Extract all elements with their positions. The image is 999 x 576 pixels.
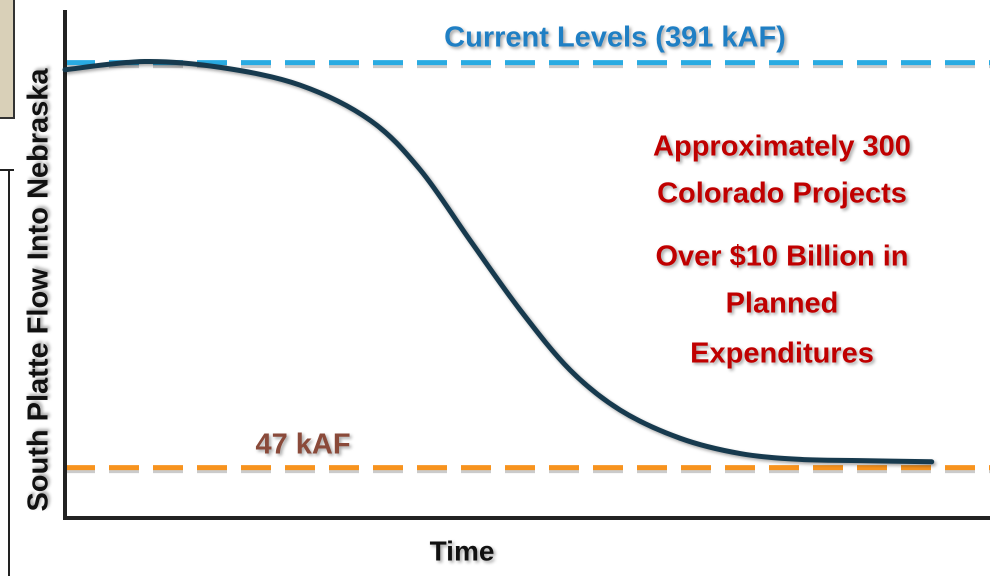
annotation: Over $10 Billion in [655, 241, 908, 273]
annotation: Expenditures [690, 338, 874, 370]
annotation: Planned [726, 288, 839, 320]
data-line [62, 58, 935, 465]
reference-label: 47 kAF [255, 428, 350, 460]
x-axis-label: Time [430, 535, 495, 566]
side-thumbnail [0, 0, 15, 119]
reference-label: Current Levels (391 kAF) [444, 21, 786, 53]
annotation: Colorado Projects [657, 178, 907, 210]
y-axis-label: South Platte Flow Into Nebraska [23, 68, 55, 512]
annotation: Approximately 300 [653, 131, 911, 163]
